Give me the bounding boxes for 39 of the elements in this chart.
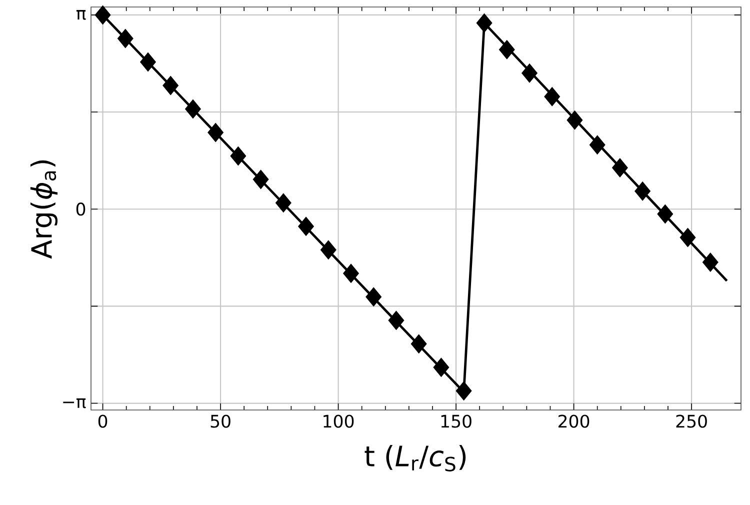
point bbox=[657, 204, 674, 224]
point bbox=[476, 13, 492, 33]
point bbox=[140, 52, 156, 72]
x-tick-label: 50 bbox=[210, 414, 230, 428]
point bbox=[185, 99, 201, 119]
point bbox=[680, 228, 696, 248]
x-tick-label: 200 bbox=[558, 414, 590, 428]
point bbox=[162, 76, 179, 96]
point bbox=[522, 64, 538, 83]
point bbox=[298, 216, 314, 236]
y-tick-label: 0 bbox=[76, 202, 86, 216]
point bbox=[94, 5, 111, 25]
y-tick-label: −π bbox=[63, 398, 86, 408]
point bbox=[612, 158, 628, 178]
x-tick-label: 0 bbox=[98, 414, 108, 428]
point bbox=[366, 287, 382, 306]
point bbox=[252, 170, 269, 190]
x-tick-label: 250 bbox=[676, 414, 707, 428]
point bbox=[275, 193, 292, 213]
x-tick-label: 100 bbox=[324, 414, 354, 428]
point bbox=[343, 264, 359, 283]
x-tick-label: 150 bbox=[441, 414, 472, 428]
point bbox=[589, 135, 606, 154]
y-axis-title: Arg(ϕ$_{a}$) bbox=[30, 160, 58, 259]
point bbox=[117, 28, 134, 48]
point bbox=[544, 87, 560, 106]
point bbox=[208, 122, 224, 142]
point bbox=[498, 40, 515, 60]
point bbox=[456, 381, 472, 400]
x-axis-title: t (L$_{r}$/c$_{S}$) bbox=[364, 444, 466, 472]
point bbox=[388, 310, 404, 330]
point bbox=[634, 182, 651, 201]
y-tick-label: π bbox=[76, 10, 86, 20]
point bbox=[410, 334, 427, 354]
point bbox=[702, 252, 718, 272]
point bbox=[566, 110, 583, 130]
point bbox=[433, 358, 450, 377]
point bbox=[230, 146, 246, 166]
point bbox=[320, 240, 336, 260]
